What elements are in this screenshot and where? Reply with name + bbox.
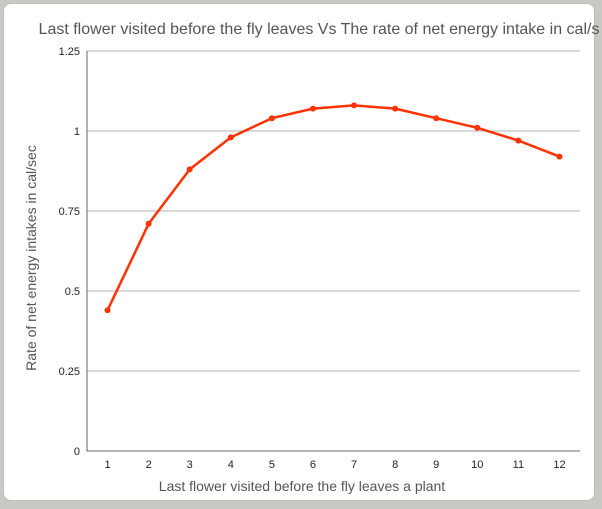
data-point bbox=[104, 307, 111, 314]
y-tick-label: 0 bbox=[74, 446, 80, 458]
data-point bbox=[474, 124, 481, 131]
x-tick-label: 3 bbox=[187, 459, 193, 471]
x-tick-label: 1 bbox=[104, 459, 110, 471]
data-point bbox=[556, 153, 563, 160]
data-point bbox=[351, 102, 358, 109]
axes bbox=[86, 51, 580, 452]
y-tick-label: 1.25 bbox=[59, 46, 80, 58]
data-point bbox=[268, 115, 275, 122]
x-axis-label: Last flower visited before the fly leave… bbox=[159, 478, 445, 494]
x-tick-label: 8 bbox=[392, 459, 398, 471]
data-point bbox=[186, 166, 193, 173]
data-point bbox=[227, 134, 234, 141]
y-tick-label: 1 bbox=[74, 126, 80, 138]
chart-title: Last flower visited before the fly leave… bbox=[39, 21, 600, 38]
data-point bbox=[309, 105, 316, 112]
x-tick-label: 11 bbox=[513, 459, 524, 471]
data-point bbox=[392, 105, 399, 112]
y-axis-label: Rate of net energy intakes in cal/sec bbox=[23, 145, 39, 371]
x-tick-label: 2 bbox=[146, 459, 152, 471]
x-tick-label: 7 bbox=[351, 459, 357, 471]
series-path bbox=[106, 104, 561, 312]
x-tick-label: 4 bbox=[228, 459, 234, 471]
data-point bbox=[433, 115, 440, 122]
y-tick-label: 0.75 bbox=[59, 206, 80, 218]
y-tick-label: 0.5 bbox=[65, 286, 80, 298]
x-tick-label: 9 bbox=[433, 459, 439, 471]
y-tick-label: 0.25 bbox=[59, 366, 80, 378]
x-tick-label: 12 bbox=[553, 459, 565, 471]
data-point bbox=[145, 220, 152, 227]
x-tick-labels: 1 2 3 4 5 6 7 8 9 10 11 12 bbox=[104, 459, 565, 471]
series-line bbox=[104, 102, 563, 314]
x-tick-label: 6 bbox=[310, 459, 316, 471]
gridlines bbox=[87, 50, 580, 372]
data-point bbox=[515, 137, 522, 144]
chart-frame bbox=[3, 3, 595, 501]
x-tick-label: 5 bbox=[269, 459, 275, 471]
x-tick-label: 10 bbox=[471, 459, 483, 471]
y-tick-labels: 0 0.25 0.5 0.75 1 1.25 bbox=[59, 46, 80, 458]
